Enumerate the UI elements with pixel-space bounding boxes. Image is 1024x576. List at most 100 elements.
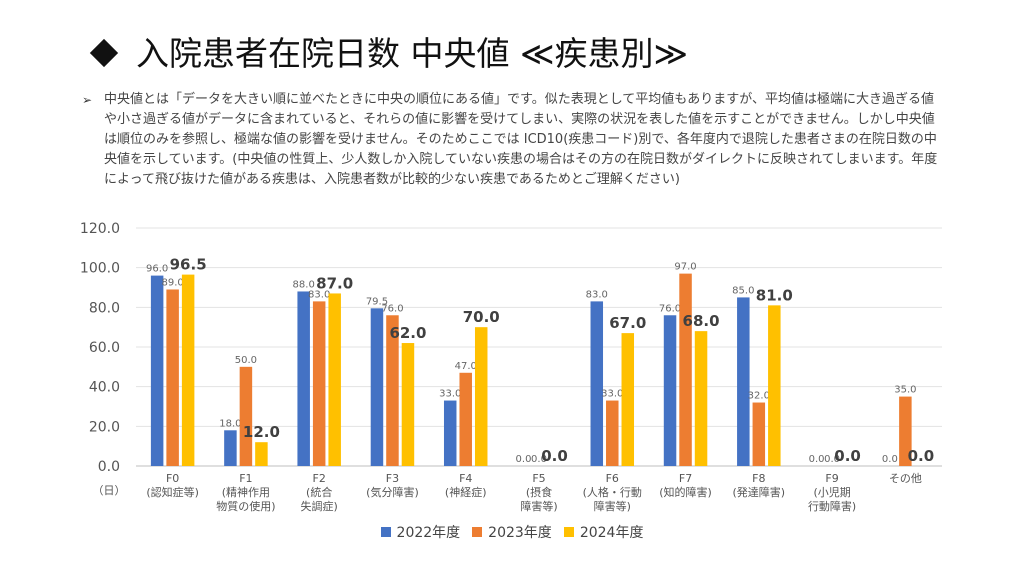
data-label: 0.0	[541, 447, 568, 465]
legend-item: 2023年度	[472, 522, 552, 542]
bar	[474, 327, 488, 466]
x-tick-label: 失調症)	[301, 499, 338, 513]
y-tick-label: 120.0	[80, 221, 120, 237]
x-tick-label: (小児期	[813, 486, 850, 499]
bar	[737, 297, 750, 466]
legend-swatch	[563, 527, 574, 537]
legend-label: 2022年度	[396, 525, 461, 541]
data-label: 0.0	[908, 447, 935, 465]
y-tick-label: 80.0	[89, 300, 120, 316]
bar	[606, 400, 619, 466]
legend-item: 2024年度	[563, 522, 644, 542]
data-label: 87.0	[316, 274, 353, 292]
bar	[224, 430, 237, 466]
data-label: 70.0	[463, 308, 500, 326]
bar	[443, 400, 457, 466]
data-label: 76.0	[381, 303, 403, 314]
bar	[401, 343, 415, 466]
y-tick-label: 60.0	[89, 340, 120, 356]
arrow-bullet-icon: ➢	[82, 93, 93, 107]
legend-item: 2022年度	[380, 522, 461, 542]
bar	[150, 275, 164, 466]
bar	[459, 372, 472, 466]
x-tick-label: F6	[606, 472, 619, 485]
legend-swatch	[380, 527, 391, 537]
x-tick-label: 障害等)	[594, 499, 631, 513]
bar	[768, 305, 781, 466]
y-tick-label: 0.0	[98, 459, 120, 475]
x-tick-label: F4	[459, 472, 472, 485]
x-tick-label: F0	[166, 472, 179, 485]
data-label: 89.0	[162, 277, 184, 288]
x-tick-label: (摂食	[526, 485, 552, 499]
data-label: 0.0	[834, 447, 861, 465]
data-label: 62.0	[389, 324, 426, 342]
x-tick-label: (発達障害)	[733, 485, 786, 499]
data-label: 96.5	[170, 256, 207, 274]
x-tick-label: (人格・行動	[583, 485, 642, 499]
data-label: 50.0	[235, 355, 257, 366]
bar	[370, 308, 384, 466]
x-tick-label: F1	[239, 472, 252, 485]
data-label: 97.0	[674, 262, 696, 273]
x-tick-label: (精神作用	[222, 485, 270, 499]
bar	[679, 273, 692, 466]
data-label: 18.0	[219, 418, 241, 429]
x-tick-label: F2	[313, 472, 326, 485]
data-label: 0.0	[809, 454, 825, 465]
bar	[386, 315, 399, 466]
bar	[312, 301, 326, 466]
data-label: 33.0	[439, 389, 461, 400]
y-tick-label: 100.0	[80, 261, 120, 277]
data-label: 79.5	[366, 296, 388, 307]
x-tick-label: F9	[825, 472, 838, 485]
data-label: 76.0	[659, 303, 681, 314]
x-tick-label: 物質の使用)	[216, 499, 275, 513]
bar	[663, 315, 677, 466]
data-label: 88.0	[293, 279, 315, 290]
x-tick-label: (知的障害)	[659, 485, 712, 499]
data-label: 0.0	[882, 454, 898, 465]
description-text: 中央値とは「データを大きい順に並べたときに中央の順位にある値」です。似た表現とし…	[104, 92, 938, 187]
slide-title: 入院患者在院日数 中央値 ≪疾患別≫	[88, 34, 688, 74]
bar	[239, 366, 253, 466]
legend-label: 2024年度	[579, 525, 644, 541]
bar	[752, 402, 766, 466]
y-unit-label: （日）	[93, 484, 126, 497]
bar	[181, 274, 195, 466]
y-tick-label: 20.0	[89, 419, 120, 435]
bar	[166, 289, 179, 466]
x-tick-label: 行動障害)	[808, 499, 856, 513]
data-label: 35.0	[894, 385, 916, 396]
slide-title-text: 入院患者在院日数 中央値 ≪疾患別≫	[136, 34, 689, 73]
data-label: 0.0	[531, 454, 547, 465]
bar	[694, 331, 708, 466]
bar	[621, 333, 635, 466]
x-tick-label: F3	[386, 472, 399, 485]
x-tick-label: F8	[752, 472, 765, 485]
x-tick-label: (気分障害)	[366, 485, 419, 499]
bar	[255, 442, 268, 466]
chart-legend: 2022年度 2023年度 2024年度	[0, 522, 1024, 542]
data-label: 33.0	[601, 389, 623, 400]
bar	[297, 291, 310, 466]
x-tick-label: (統合	[306, 485, 332, 499]
data-label: 12.0	[243, 423, 280, 441]
x-tick-label: F7	[679, 472, 692, 485]
x-tick-label: その他	[889, 472, 922, 485]
data-label: 32.0	[748, 391, 770, 402]
bar	[590, 301, 604, 466]
legend-swatch	[472, 527, 483, 537]
data-label: 96.0	[146, 264, 168, 275]
data-label: 81.0	[756, 286, 793, 304]
x-tick-label: (認知症等)	[146, 485, 199, 499]
bar	[899, 396, 912, 466]
legend-label: 2023年度	[488, 525, 552, 541]
data-label: 83.0	[308, 289, 330, 300]
data-label: 0.0	[516, 454, 532, 465]
x-tick-label: F5	[532, 472, 545, 485]
data-label: 68.0	[683, 312, 720, 330]
x-tick-label: (神経症)	[445, 485, 487, 499]
data-label: 0.0	[824, 454, 840, 465]
